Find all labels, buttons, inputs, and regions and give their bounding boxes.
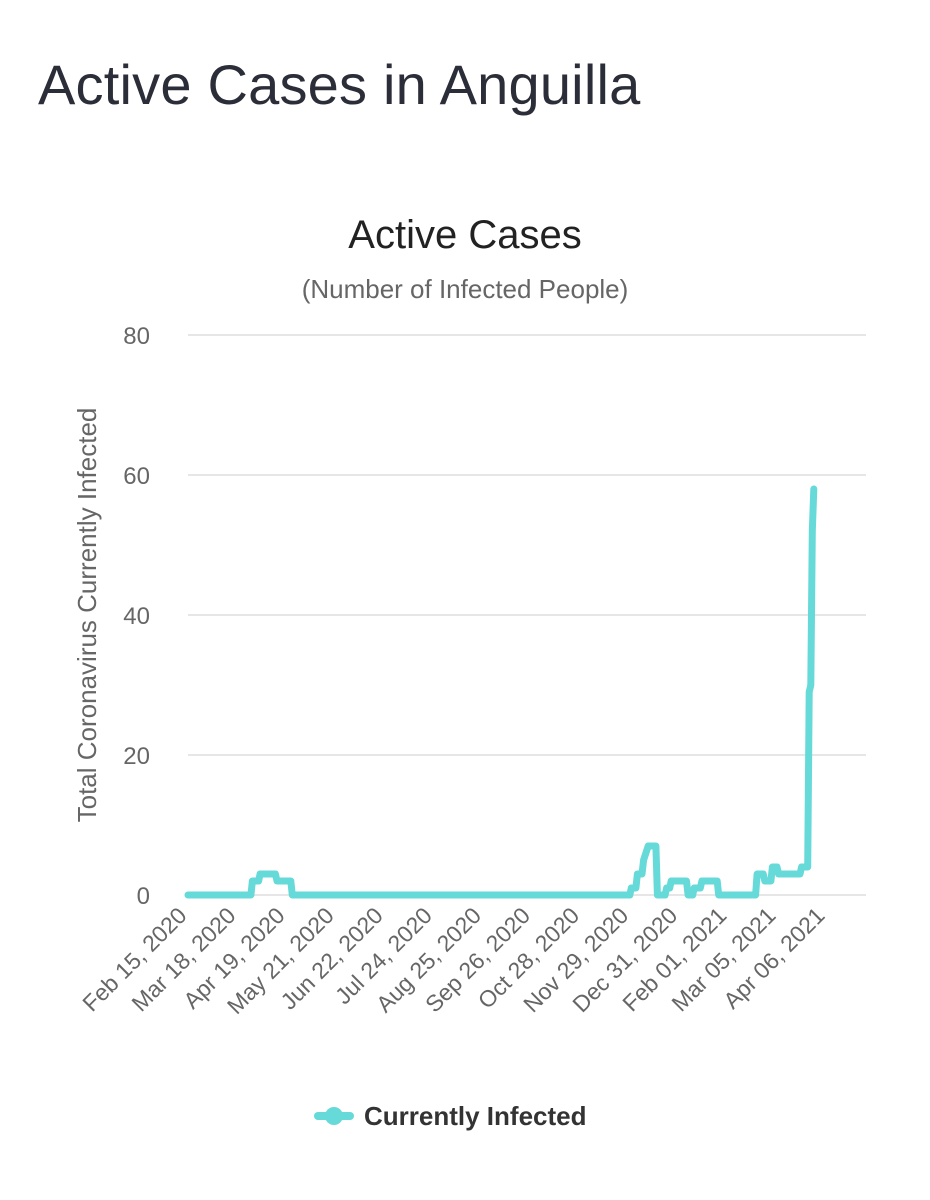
- chart-subtitle: (Number of Infected People): [302, 274, 629, 304]
- y-tick-label: 80: [123, 323, 150, 350]
- chart-title: Active Cases: [348, 213, 581, 257]
- y-tick-label: 60: [123, 463, 150, 490]
- legend-label: Currently Infected: [364, 1101, 587, 1131]
- legend-swatch-marker: [325, 1107, 343, 1125]
- y-tick-label: 0: [137, 883, 150, 910]
- series-line-0: [184, 485, 818, 899]
- y-tick-label: 40: [123, 603, 150, 630]
- y-tick-label: 20: [123, 743, 150, 770]
- grid-lines: [188, 334, 866, 896]
- page-title: Active Cases in Anguilla: [38, 53, 641, 116]
- y-axis-ticks: 0 20 40 60 80: [123, 323, 150, 910]
- legend[interactable]: Currently Infected: [314, 1101, 587, 1131]
- y-axis-label: Total Coronavirus Currently Infected: [72, 408, 102, 823]
- series-layer: [184, 485, 818, 899]
